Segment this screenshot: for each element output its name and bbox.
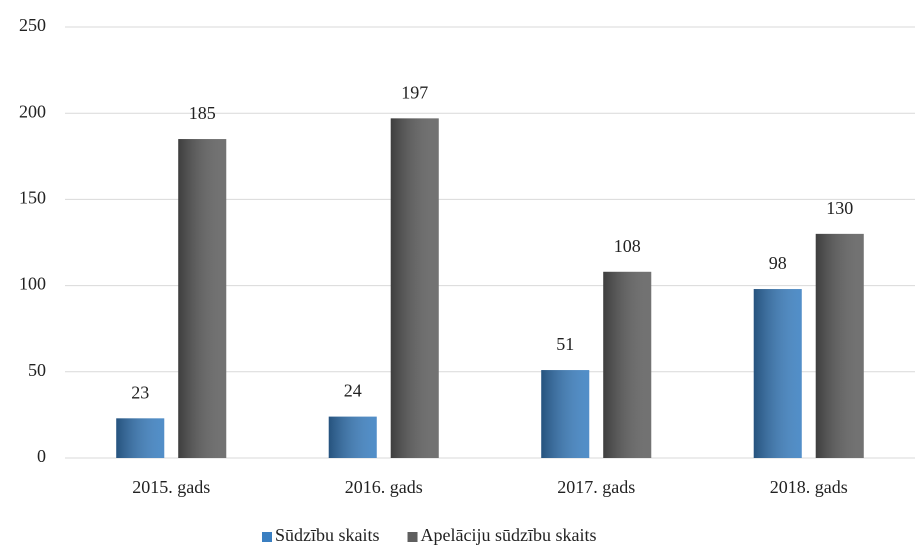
legend-label: Apelāciju sūdzību skaits <box>421 525 597 545</box>
x-tick-label: 2015. gads <box>132 477 210 497</box>
data-label: 108 <box>614 236 641 256</box>
data-label: 51 <box>556 334 574 354</box>
legend-label: Sūdzību skaits <box>275 525 380 545</box>
data-label: 98 <box>769 253 787 273</box>
bar <box>603 271 652 458</box>
data-label: 197 <box>401 82 428 102</box>
data-label: 23 <box>131 382 149 402</box>
data-label: 24 <box>344 381 362 401</box>
bar <box>390 118 439 458</box>
x-tick-label: 2017. gads <box>557 477 635 497</box>
bar <box>541 370 590 458</box>
bar <box>178 139 227 458</box>
data-label: 185 <box>189 103 216 123</box>
y-tick-label: 200 <box>19 101 46 121</box>
legend-swatch <box>407 532 418 542</box>
legend-swatch <box>262 532 272 542</box>
bar <box>116 418 165 458</box>
y-tick-label: 150 <box>19 188 46 208</box>
bar <box>753 289 802 458</box>
x-tick-label: 2018. gads <box>770 477 848 497</box>
y-tick-label: 250 <box>19 15 46 35</box>
bar <box>815 233 864 458</box>
x-tick-label: 2016. gads <box>345 477 423 497</box>
bar <box>328 416 377 458</box>
y-tick-label: 0 <box>37 446 46 466</box>
data-label: 130 <box>826 198 853 218</box>
y-tick-label: 100 <box>19 274 46 294</box>
y-tick-label: 50 <box>28 360 46 380</box>
